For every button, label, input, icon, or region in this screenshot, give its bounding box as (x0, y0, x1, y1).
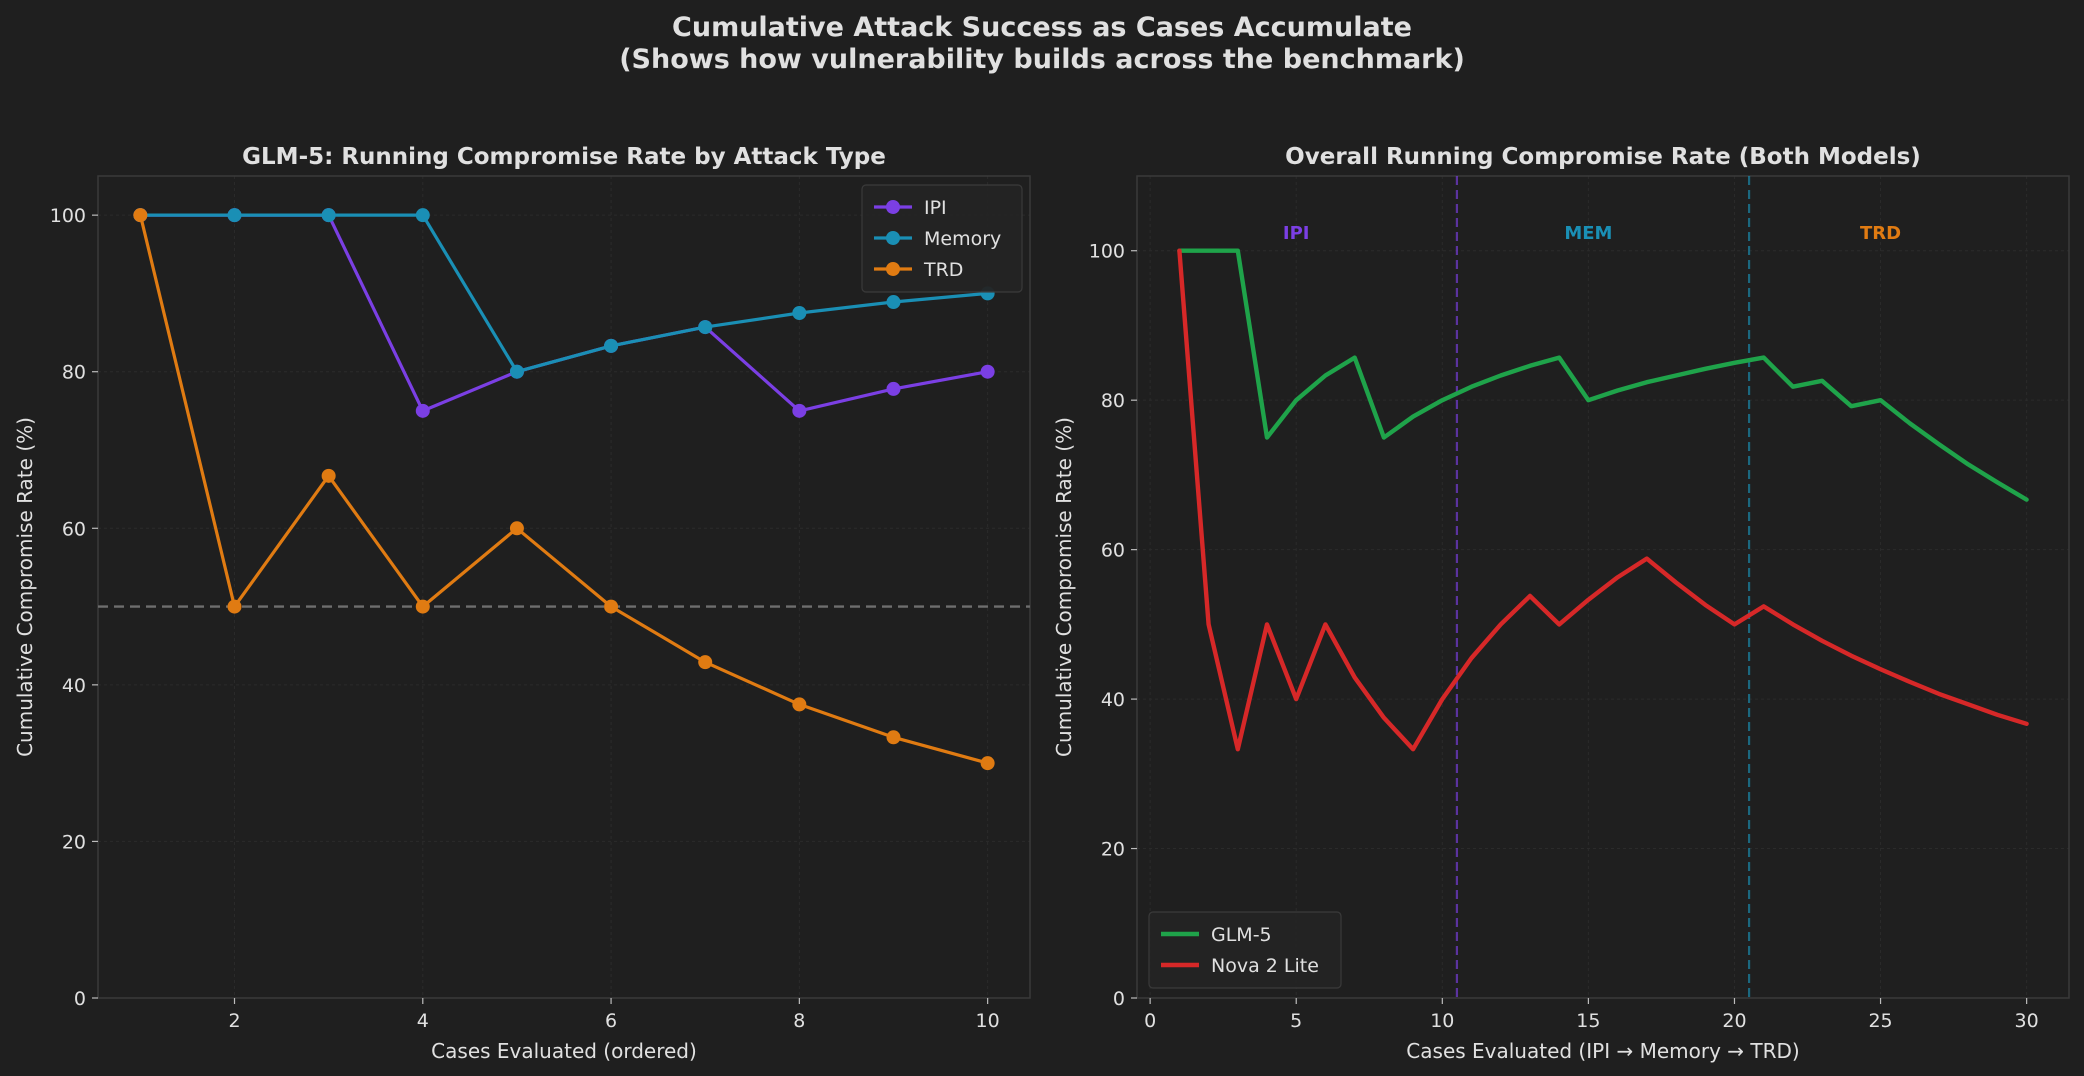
left-x-tick-label: 8 (793, 1010, 805, 1032)
left-series-line-trd (138, 213, 990, 765)
right-series-line-nova-2-lite (1177, 248, 2029, 752)
right-x-tick-label: 15 (1576, 1010, 1600, 1032)
right-y-tick-label: 40 (1101, 689, 1125, 711)
left-legend-label-trd: TRD (923, 259, 963, 281)
right-y-tick-label: 100 (1089, 241, 1125, 263)
left-point-ipi (792, 403, 807, 418)
right-x-tick-label: 25 (1868, 1010, 1892, 1032)
left-legend-marker-ipi (886, 200, 900, 214)
left-series-line-ipi (138, 213, 990, 413)
figure-title: Cumulative Attack Success as Cases Accum… (672, 12, 1412, 43)
right-series-line-glm-5 (1177, 248, 2029, 502)
right-x-tick-label: 5 (1290, 1010, 1302, 1032)
left-y-tick-label: 20 (62, 831, 86, 853)
right-x-tick-label: 30 (2015, 1010, 2039, 1032)
right-y-axis-label: Cumulative Compromise Rate (%) (1052, 417, 1076, 757)
left-point-memory (792, 306, 807, 320)
right-segment-label-mem: MEM (1564, 223, 1612, 244)
left-point-ipi (886, 381, 901, 396)
right-x-axis-label: Cases Evaluated (IPI → Memory → TRD) (1406, 1039, 1799, 1063)
left-legend-label-ipi: IPI (924, 197, 947, 219)
chart-right-panel: 0 5 10 15 20 25 30 0 20 40 60 80 100 Cases Evaluated … (1052, 144, 2070, 1063)
left-point-trd (509, 521, 524, 536)
left-legend-marker-memory (886, 231, 900, 245)
left-point-ipi (415, 403, 430, 418)
left-y-tick-label: 0 (74, 988, 86, 1010)
left-legend-marker-trd (886, 262, 900, 276)
left-point-trd (321, 468, 336, 483)
right-y-tick-label: 20 (1101, 839, 1125, 861)
left-point-trd (886, 730, 901, 745)
left-point-memory (321, 208, 336, 223)
left-series-line-memory (138, 213, 990, 374)
left-x-tick-label: 4 (417, 1010, 429, 1032)
right-legend-label-nova-2-lite: Nova 2 Lite (1211, 955, 1319, 977)
left-point-memory (604, 338, 619, 353)
right-segment-label-trd: TRD (1860, 223, 1901, 244)
left-legend-box (861, 184, 1023, 293)
left-point-trd (980, 756, 995, 771)
left-point-memory (886, 295, 901, 310)
left-point-trd (792, 697, 807, 712)
right-y-tick-label: 60 (1101, 540, 1125, 562)
right-chart-title: Overall Running Compromise Rate (Both Mo… (1285, 144, 1921, 170)
left-axes-frame (97, 175, 1031, 999)
left-legend-label-memory: Memory (924, 228, 1001, 250)
left-chart-title: GLM-5: Running Compromise Rate by Attack… (242, 144, 886, 170)
right-segment-label-ipi: IPI (1283, 223, 1310, 244)
left-y-axis-label: Cumulative Compromise Rate (%) (13, 417, 37, 757)
left-y-tick-label: 100 (50, 205, 86, 227)
left-x-tick-label: 6 (605, 1010, 617, 1032)
right-y-tick-label: 0 (1113, 988, 1125, 1010)
right-x-tick-label: 0 (1144, 1010, 1156, 1032)
left-point-trd (415, 599, 430, 614)
right-axes-frame (1136, 175, 2070, 999)
left-point-trd (698, 655, 713, 670)
left-y-tick-label: 40 (62, 675, 86, 697)
right-x-tick-label: 20 (1722, 1010, 1746, 1032)
left-point-memory (509, 364, 524, 379)
right-x-tick-label: 10 (1430, 1010, 1454, 1032)
left-point-memory (415, 208, 430, 223)
left-x-axis-label: Cases Evaluated (ordered) (431, 1039, 697, 1063)
left-point-trd (227, 599, 242, 614)
figure-subtitle: (Shows how vulnerability builds across t… (619, 44, 1465, 75)
left-point-trd (133, 208, 148, 223)
left-point-memory (698, 320, 713, 335)
right-y-tick-label: 80 (1101, 390, 1125, 412)
left-point-memory (227, 208, 242, 223)
left-x-tick-label: 10 (976, 1010, 1000, 1032)
right-legend-label-glm-5: GLM-5 (1211, 924, 1272, 946)
left-y-tick-label: 80 (62, 362, 86, 384)
left-point-ipi (980, 364, 995, 379)
right-legend-box (1148, 911, 1342, 989)
left-x-tick-label: 2 (228, 1010, 240, 1032)
left-y-tick-label: 60 (62, 518, 86, 540)
left-point-trd (604, 599, 619, 614)
left-legend: IPI Memory TRD (861, 184, 1023, 293)
right-legend: GLM-5 Nova 2 Lite (1148, 911, 1342, 989)
